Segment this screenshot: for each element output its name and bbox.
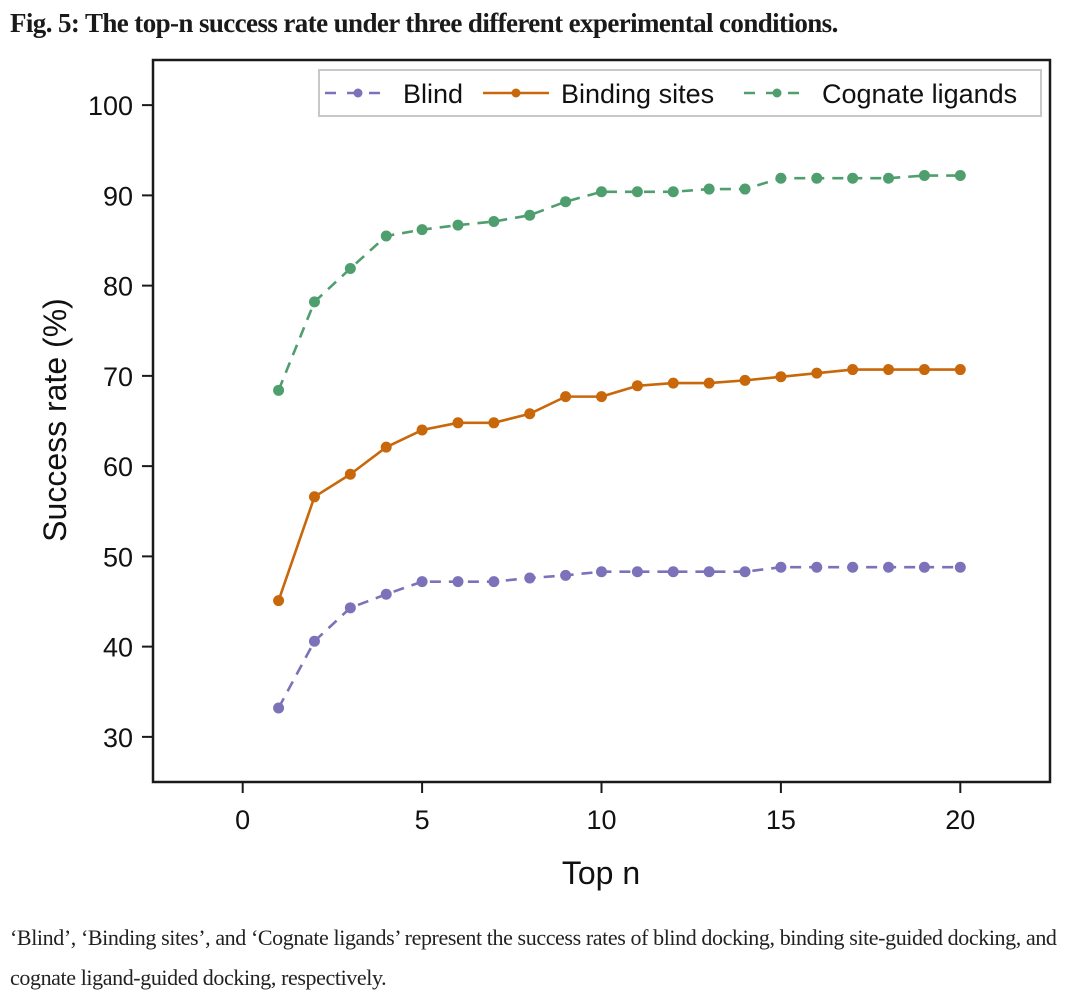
data-point — [452, 417, 464, 429]
data-point — [954, 561, 966, 573]
legend-item-cognate-ligands: Cognate ligands — [744, 79, 1017, 109]
y-tick-label: 30 — [103, 723, 133, 753]
data-point — [560, 196, 572, 208]
y-tick-label: 50 — [103, 542, 133, 572]
data-point — [811, 367, 823, 379]
data-point — [452, 219, 464, 231]
data-point — [308, 635, 320, 647]
data-point — [416, 224, 428, 236]
data-point — [596, 186, 607, 198]
x-tick-label: 5 — [415, 805, 430, 835]
legend-box — [318, 69, 1042, 117]
data-point — [344, 602, 356, 614]
series-line-binding-sites — [277, 368, 961, 602]
data-point — [883, 364, 895, 376]
y-axis-label: Success rate (%) — [37, 298, 73, 542]
data-point — [380, 441, 392, 453]
data-point — [273, 384, 285, 396]
data-point — [488, 216, 500, 228]
x-tick-label: 10 — [586, 805, 616, 835]
data-point — [667, 566, 679, 578]
data-point — [703, 183, 715, 195]
data-point — [631, 186, 643, 198]
data-point — [847, 364, 859, 376]
data-point — [954, 364, 966, 376]
plot-frame — [151, 58, 1052, 784]
data-point — [739, 183, 751, 195]
data-point — [631, 380, 643, 392]
data-point — [775, 371, 787, 383]
data-point — [918, 561, 930, 573]
data-point — [560, 569, 572, 581]
data-point — [416, 424, 428, 436]
legend-marker — [772, 88, 782, 98]
line-chart: 30 40 50 60 70 80 90 100 0 5 10 15 20 Blind Binding … — [37, 58, 1052, 891]
series-cognate-ligands — [273, 170, 966, 396]
data-point — [596, 566, 607, 578]
y-tick-label: 70 — [103, 362, 133, 392]
data-point — [344, 468, 356, 480]
legend-label: Blind — [403, 79, 463, 109]
figure-caption: ‘Blind’, ‘Binding sites’, and ‘Cognate l… — [10, 925, 1057, 990]
series-blind — [273, 561, 966, 714]
data-point — [344, 262, 356, 274]
legend-label: Cognate ligands — [822, 79, 1017, 109]
x-tick-label: 20 — [945, 805, 975, 835]
data-point — [560, 391, 572, 403]
data-point — [631, 566, 643, 578]
data-point — [847, 172, 859, 184]
data-point — [667, 186, 679, 198]
data-point — [811, 561, 823, 573]
data-point — [524, 572, 536, 584]
data-point — [488, 576, 500, 588]
data-point — [380, 230, 392, 242]
data-point — [775, 172, 787, 184]
data-point — [380, 588, 392, 600]
data-point — [273, 595, 285, 607]
legend-marker — [353, 88, 363, 98]
data-point — [811, 172, 823, 184]
data-point — [739, 566, 751, 578]
data-point — [703, 566, 715, 578]
legend-item-binding-sites: Binding sites — [483, 79, 714, 109]
data-point — [308, 296, 320, 308]
data-point — [883, 172, 895, 184]
figure-title: Fig. 5: The top-n success rate under thr… — [10, 8, 838, 38]
data-point — [775, 561, 787, 573]
legend-item-blind: Blind — [325, 79, 463, 109]
x-axis-label: Top n — [562, 855, 640, 891]
data-point — [416, 576, 428, 588]
data-point — [847, 561, 859, 573]
data-point — [703, 377, 715, 389]
x-tick-label: 0 — [235, 805, 250, 835]
y-tick-label: 100 — [88, 91, 133, 121]
data-point — [667, 377, 679, 389]
data-point — [308, 491, 320, 503]
legend-label: Binding sites — [561, 79, 714, 109]
data-point — [739, 374, 751, 386]
y-tick-label: 60 — [103, 452, 133, 482]
data-point — [273, 702, 285, 714]
y-tick-label: 40 — [103, 633, 133, 663]
data-point — [524, 408, 536, 420]
data-point — [524, 209, 536, 221]
y-tick-label: 90 — [103, 181, 133, 211]
data-point — [883, 561, 895, 573]
data-point — [918, 170, 930, 182]
series-line-cognate-ligands — [277, 174, 961, 391]
series-line-blind — [277, 565, 961, 709]
y-tick-label: 80 — [103, 272, 133, 302]
legend-marker — [511, 88, 521, 98]
data-point — [954, 170, 966, 182]
data-point — [488, 417, 500, 429]
data-point — [596, 391, 607, 403]
x-tick-label: 15 — [766, 805, 796, 835]
series-binding-sites — [273, 364, 966, 607]
data-point — [452, 576, 464, 588]
data-point — [918, 364, 930, 376]
